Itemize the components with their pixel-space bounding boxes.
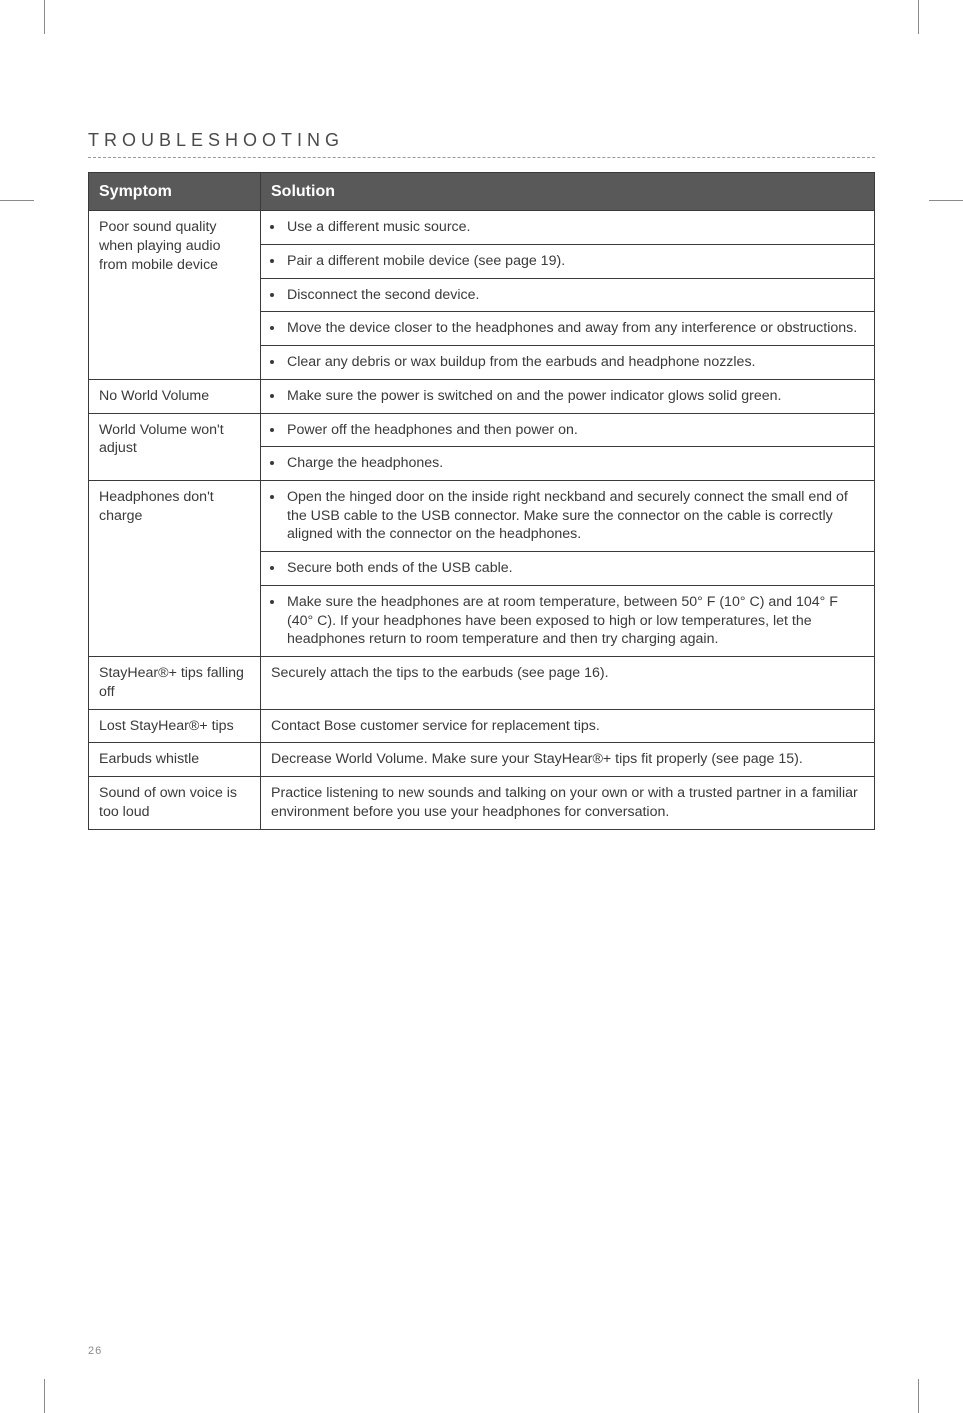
crop-mark bbox=[929, 200, 963, 201]
col-header-symptom: Symptom bbox=[89, 173, 261, 211]
table-row: Lost StayHear®+ tips Contact Bose custom… bbox=[89, 709, 875, 743]
symptom-cell: No World Volume bbox=[89, 379, 261, 413]
symptom-cell: Sound of own voice is too loud bbox=[89, 777, 261, 829]
table-row: Sound of own voice is too loud Practice … bbox=[89, 777, 875, 829]
solution-item: Make sure the power is switched on and t… bbox=[285, 387, 864, 406]
crop-mark bbox=[44, 1379, 45, 1413]
solution-item: Charge the headphones. bbox=[285, 454, 864, 473]
solution-item: Open the hinged door on the inside right… bbox=[285, 488, 864, 544]
solution-cell: Contact Bose customer service for replac… bbox=[261, 709, 875, 743]
col-header-solution: Solution bbox=[261, 173, 875, 211]
crop-mark bbox=[0, 200, 34, 201]
solution-item: Use a different music source. bbox=[285, 218, 864, 237]
table-row: World Volume won't adjust Power off the … bbox=[89, 413, 875, 480]
heading-underline bbox=[88, 157, 875, 158]
page-number: 26 bbox=[88, 1345, 102, 1357]
table-row: Headphones don't charge Open the hinged … bbox=[89, 480, 875, 656]
table-row: Earbuds whistle Decrease World Volume. M… bbox=[89, 743, 875, 777]
table-row: No World Volume Make sure the power is s… bbox=[89, 379, 875, 413]
table-row: Poor sound quality when playing audio fr… bbox=[89, 211, 875, 380]
solution-cell: Securely attach the tips to the earbuds … bbox=[261, 657, 875, 709]
solution-item: Move the device closer to the headphones… bbox=[285, 319, 864, 338]
solution-item: Secure both ends of the USB cable. bbox=[285, 559, 864, 578]
solution-item: Disconnect the second device. bbox=[285, 286, 864, 305]
symptom-cell: Poor sound quality when playing audio fr… bbox=[89, 211, 261, 380]
page-content: TROUBLESHOOTING Symptom Solution Poor so… bbox=[0, 0, 963, 830]
symptom-cell: Earbuds whistle bbox=[89, 743, 261, 777]
crop-mark bbox=[918, 0, 919, 34]
solution-cell: Practice listening to new sounds and tal… bbox=[261, 777, 875, 829]
symptom-cell: Headphones don't charge bbox=[89, 480, 261, 656]
solution-item: Clear any debris or wax buildup from the… bbox=[285, 353, 864, 372]
symptom-cell: Lost StayHear®+ tips bbox=[89, 709, 261, 743]
symptom-cell: World Volume won't adjust bbox=[89, 413, 261, 480]
solution-cell: Power off the headphones and then power … bbox=[261, 413, 875, 480]
solution-cell: Decrease World Volume. Make sure your St… bbox=[261, 743, 875, 777]
solution-cell: Open the hinged door on the inside right… bbox=[261, 480, 875, 656]
solution-item: Pair a different mobile device (see page… bbox=[285, 252, 864, 271]
solution-cell: Use a different music source. Pair a dif… bbox=[261, 211, 875, 380]
symptom-cell: StayHear®+ tips falling off bbox=[89, 657, 261, 709]
solution-item: Make sure the headphones are at room tem… bbox=[285, 593, 864, 649]
section-heading: TROUBLESHOOTING bbox=[88, 130, 875, 151]
solution-cell: Make sure the power is switched on and t… bbox=[261, 379, 875, 413]
crop-mark bbox=[918, 1379, 919, 1413]
table-row: StayHear®+ tips falling off Securely att… bbox=[89, 657, 875, 709]
crop-mark bbox=[44, 0, 45, 34]
troubleshooting-table: Symptom Solution Poor sound quality when… bbox=[88, 172, 875, 830]
solution-item: Power off the headphones and then power … bbox=[285, 421, 864, 440]
